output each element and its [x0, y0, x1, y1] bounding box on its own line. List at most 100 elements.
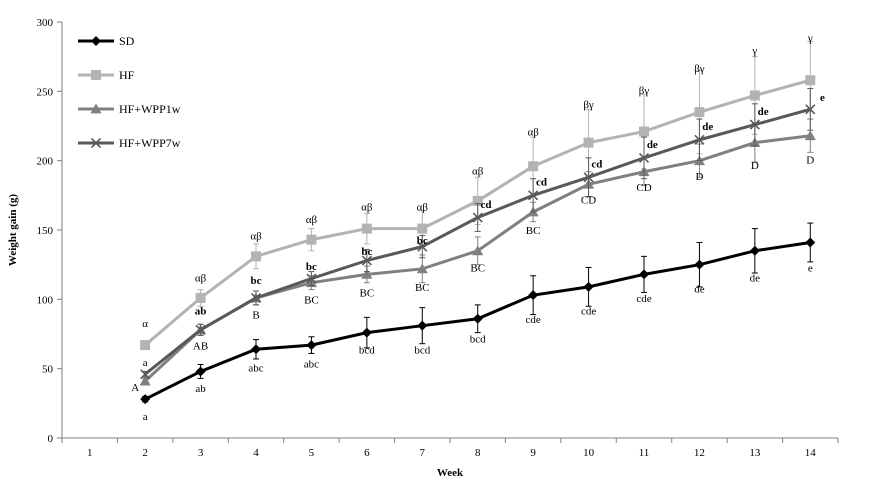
- data-point: [528, 290, 539, 301]
- data-point: [528, 190, 539, 201]
- significance-label: e: [808, 263, 813, 275]
- significance-label: αβ: [306, 214, 318, 226]
- data-point: [361, 327, 372, 338]
- x-tick-label: 7: [420, 447, 426, 459]
- legend-label: HF: [119, 68, 135, 82]
- significance-label: A: [131, 382, 139, 394]
- legend: SD HF HF+WPP1w HF+WPP7w: [78, 34, 181, 150]
- significance-label: de: [750, 272, 761, 284]
- data-point: [749, 90, 760, 101]
- x-tick-label: 4: [253, 447, 259, 459]
- data-point: [140, 340, 151, 351]
- y-tick-label: 300: [37, 17, 54, 29]
- legend-marker: [90, 103, 102, 114]
- x-tick-label: 3: [198, 447, 204, 459]
- data-point: [805, 237, 816, 248]
- series-hf-wpp1w: [139, 118, 816, 386]
- significance-label: de: [758, 106, 769, 118]
- data-point: [749, 245, 760, 256]
- data-point: [250, 292, 262, 304]
- data-point: [583, 172, 594, 183]
- significance-label: bcd: [470, 333, 486, 345]
- significance-label: abc: [304, 358, 319, 370]
- significance-label: αβ: [361, 202, 373, 214]
- data-point: [416, 263, 428, 274]
- x-tick-label: 8: [475, 447, 481, 459]
- significance-label: D: [806, 154, 814, 166]
- significance-label: abc: [248, 362, 263, 374]
- data-point: [417, 320, 428, 331]
- data-point: [251, 251, 261, 262]
- significance-label: CD: [581, 195, 596, 207]
- y-axis-title: Weight gain (g): [7, 194, 19, 266]
- data-point: [361, 268, 373, 279]
- data-point: [528, 161, 539, 172]
- significance-label: βγ: [583, 99, 594, 111]
- data-point: [306, 273, 317, 284]
- significance-label: α: [142, 318, 148, 330]
- data-point: [361, 223, 372, 234]
- y-tick-label: 250: [37, 86, 54, 98]
- legend-item-hf: HF: [78, 68, 135, 82]
- data-point: [251, 344, 261, 355]
- significance-label: a: [143, 411, 148, 423]
- x-tick-label: 12: [694, 447, 705, 459]
- x-tick-label: 13: [749, 447, 761, 459]
- legend-item-hf-wpp7w: HF+WPP7w: [78, 136, 181, 150]
- data-point: [361, 255, 372, 266]
- data-point: [195, 324, 206, 335]
- significance-label: de: [702, 121, 713, 133]
- significance-label: bcd: [414, 344, 430, 356]
- significance-label: cd: [536, 177, 547, 189]
- significance-label: αβ: [250, 231, 262, 243]
- data-point: [306, 234, 317, 245]
- x-tick-label: 2: [142, 447, 148, 459]
- data-point: [639, 126, 649, 137]
- significance-label: bc: [306, 261, 317, 273]
- significance-label: βγ: [694, 63, 705, 75]
- data-point: [139, 375, 151, 386]
- series-hf: [140, 40, 816, 351]
- data-point: [472, 212, 483, 223]
- data-point: [804, 130, 816, 141]
- y-tick-label: 150: [37, 225, 54, 237]
- data-point: [195, 366, 206, 377]
- significance-label: de: [647, 139, 658, 151]
- significance-label: BC: [526, 225, 541, 237]
- legend-label: HF+WPP1w: [119, 102, 181, 116]
- significance-label: βγ: [639, 85, 650, 97]
- significance-label: cde: [581, 306, 596, 318]
- significance-label: de: [694, 283, 705, 295]
- legend-marker: [91, 36, 101, 46]
- significance-label: cd: [481, 199, 492, 211]
- significance-label: bc: [251, 275, 262, 287]
- legend-item-hf-wpp1w: HF+WPP1w: [78, 102, 181, 116]
- significance-label: γ: [751, 45, 757, 57]
- data-point: [140, 369, 151, 380]
- legend-label: HF+WPP7w: [119, 136, 181, 150]
- significance-label: cd: [591, 159, 602, 171]
- legend-marker: [91, 70, 101, 80]
- significance-label: ab: [195, 383, 206, 395]
- significance-label: a: [143, 357, 148, 369]
- x-tick-label: 11: [639, 447, 650, 459]
- significance-label: BC: [360, 288, 375, 300]
- y-tick-label: 50: [42, 364, 54, 376]
- significance-label: cde: [636, 293, 651, 305]
- x-tick-label: 1: [87, 447, 93, 459]
- significance-label: γ: [807, 32, 813, 44]
- data-point: [805, 75, 816, 86]
- significance-label: cde: [526, 314, 541, 326]
- data-point: [638, 152, 650, 163]
- data-point: [805, 104, 816, 115]
- significance-label: ab: [195, 306, 207, 318]
- data-point: [417, 241, 428, 252]
- significance-label: BC: [415, 282, 430, 294]
- data-point: [140, 394, 151, 405]
- x-axis-title: Week: [437, 467, 464, 479]
- significance-label: αβ: [527, 127, 539, 139]
- significance-label: bcd: [359, 344, 375, 356]
- significance-label: B: [252, 310, 259, 322]
